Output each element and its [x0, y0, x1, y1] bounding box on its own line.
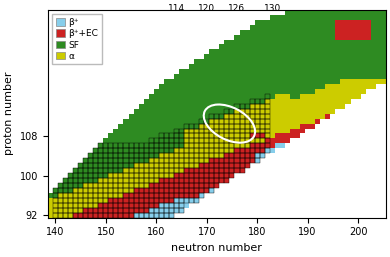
Text: 130: 130 — [264, 4, 281, 13]
Text: 126: 126 — [229, 4, 246, 13]
Legend: β⁺, β⁺+EC, SF, α: β⁺, β⁺+EC, SF, α — [52, 14, 102, 64]
Y-axis label: proton number: proton number — [4, 72, 14, 155]
X-axis label: neutron number: neutron number — [171, 243, 262, 253]
Text: 120: 120 — [198, 4, 215, 13]
Text: 114: 114 — [168, 4, 185, 13]
